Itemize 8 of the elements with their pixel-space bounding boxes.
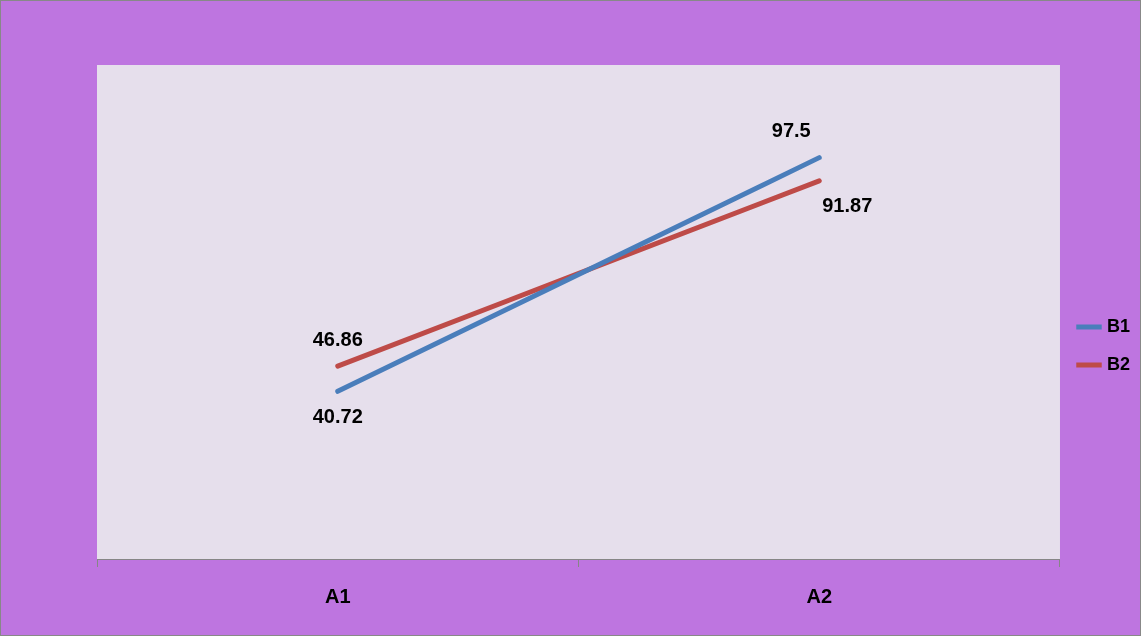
data-label: 40.72 — [312, 404, 363, 427]
data-label: 91.87 — [822, 194, 873, 217]
x-tick-label: A2 — [806, 584, 833, 607]
legend-label: B2 — [1106, 353, 1131, 374]
x-tick-label: A1 — [324, 584, 351, 607]
data-label: 46.86 — [312, 327, 363, 350]
legend-label: B1 — [1106, 315, 1131, 336]
data-label: 97.5 — [771, 119, 811, 142]
